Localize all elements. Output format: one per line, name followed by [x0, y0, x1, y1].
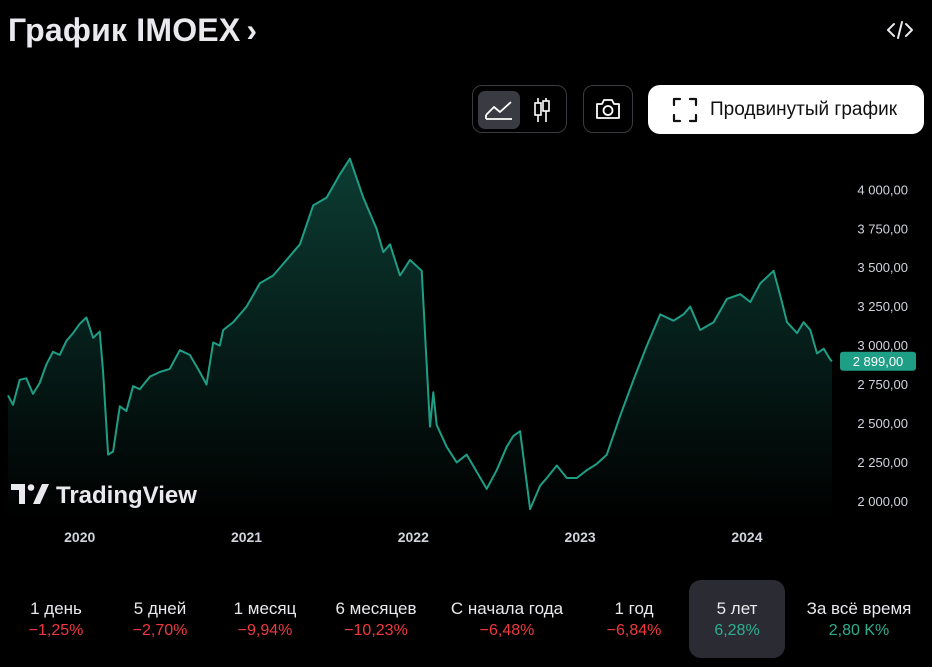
- period-label: 1 месяц: [233, 599, 297, 618]
- chart-type-toggle: [472, 85, 567, 133]
- x-tick-label: 2020: [64, 529, 95, 545]
- period-label: 6 месяцев: [335, 599, 417, 618]
- y-tick-label: 3 000,00: [857, 338, 908, 353]
- advanced-chart-button[interactable]: Продвинутый график: [648, 85, 924, 134]
- candlestick-icon: [534, 98, 550, 122]
- period-change: 6,28%: [714, 622, 760, 639]
- page-title[interactable]: График IMOEX ›: [8, 12, 257, 49]
- x-tick-label: 2021: [231, 529, 262, 545]
- period-label: 1 год: [614, 599, 654, 618]
- y-tick-label: 3 250,00: [857, 299, 908, 314]
- tradingview-logo: TradingView: [11, 482, 197, 509]
- period-7[interactable]: За всё время 2,80 K%: [799, 580, 919, 658]
- page-title-text[interactable]: График IMOEX: [8, 12, 241, 48]
- period-change: −9,94%: [237, 622, 293, 639]
- screenshot-button[interactable]: [583, 85, 633, 133]
- x-tick-label: 2023: [565, 529, 596, 545]
- x-tick-label: 2022: [398, 529, 429, 545]
- period-6[interactable]: 5 лет 6,28%: [689, 580, 785, 658]
- period-label: За всё время: [806, 599, 912, 618]
- y-tick-label: 2 000,00: [857, 494, 908, 509]
- period-change: −6,84%: [606, 622, 662, 639]
- camera-icon: [596, 99, 620, 119]
- period-change: −10,23%: [344, 622, 408, 639]
- period-4[interactable]: С начала года −6,48%: [439, 580, 575, 658]
- period-label: 5 лет: [716, 599, 758, 618]
- period-2[interactable]: 1 месяц −9,94%: [217, 580, 313, 658]
- period-change: 2,80 K%: [828, 622, 890, 639]
- last-price-badge: 2 899,00: [840, 351, 916, 371]
- area-chart-button[interactable]: [478, 91, 520, 129]
- y-tick-label: 2 250,00: [857, 455, 908, 470]
- y-tick-label: 2 750,00: [857, 377, 908, 392]
- period-label: 1 день: [30, 599, 82, 618]
- last-price-label: 2 899,00: [853, 354, 904, 369]
- y-tick-label: 2 500,00: [857, 416, 908, 431]
- price-chart[interactable]: 2 000,00 2 250,00 2 500,00 2 750,00 3 000,00…: [0, 140, 932, 560]
- y-tick-label: 3 750,00: [857, 221, 908, 236]
- period-5[interactable]: 1 год −6,84%: [586, 580, 682, 658]
- code-icon[interactable]: [886, 20, 914, 40]
- period-0[interactable]: 1 день −1,25%: [8, 580, 104, 658]
- period-3[interactable]: 6 месяцев −10,23%: [321, 580, 431, 658]
- candlestick-chart-button[interactable]: [521, 91, 563, 129]
- chevron-right-icon[interactable]: ›: [246, 12, 258, 48]
- period-1[interactable]: 5 дней −2,70%: [112, 580, 208, 658]
- fullscreen-icon: [672, 97, 698, 123]
- x-tick-label: 2024: [731, 529, 762, 545]
- period-change: −1,25%: [28, 622, 84, 639]
- tradingview-mark-icon: [11, 484, 25, 504]
- period-label: С начала года: [450, 599, 564, 618]
- period-change: −6,48%: [479, 622, 535, 639]
- y-tick-label: 4 000,00: [857, 182, 908, 197]
- period-change: −2,70%: [132, 622, 188, 639]
- area-chart-icon: [485, 101, 512, 120]
- period-label: 5 дней: [133, 599, 187, 618]
- tradingview-watermark: TradingView: [56, 482, 197, 509]
- advanced-chart-label: Продвинутый график: [710, 98, 898, 120]
- period-selector: 1 день −1,25% 5 дней −2,70% 1 месяц −9,94% 6 м…: [0, 580, 932, 658]
- price-line: [7, 157, 833, 511]
- y-tick-label: 3 500,00: [857, 260, 908, 275]
- price-area: [8, 158, 832, 520]
